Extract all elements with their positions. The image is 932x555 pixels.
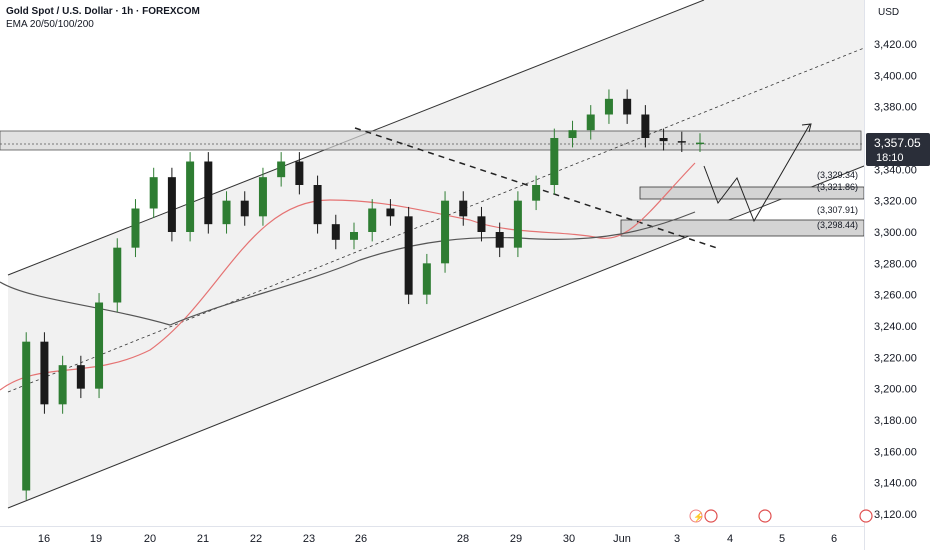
time-axis[interactable] xyxy=(0,526,864,551)
candle-body xyxy=(641,114,650,138)
candle-body xyxy=(313,185,322,225)
candle-body xyxy=(422,263,431,295)
zone-label: (3,307.91) xyxy=(817,205,858,215)
candle-body xyxy=(204,161,213,225)
candle-body xyxy=(513,200,522,248)
ema-lines xyxy=(0,162,696,391)
ascending-channel xyxy=(7,0,865,509)
candle-body xyxy=(331,224,340,240)
candle-body xyxy=(76,365,85,389)
candle-body xyxy=(167,177,176,232)
zone-labels: (3,329.34) (3,321.86) (3,307.91) (3,298.44) xyxy=(817,170,858,230)
zone-label: (3,329.34) xyxy=(817,170,858,180)
candle-body xyxy=(368,208,377,232)
candle-body xyxy=(113,247,122,303)
candle-body xyxy=(459,200,468,217)
candle-body xyxy=(186,161,195,232)
price-axis[interactable] xyxy=(864,0,932,550)
chart-header: Gold Spot / U.S. Dollar · 1h · FOREXCOM … xyxy=(6,5,200,31)
candle-body xyxy=(258,177,267,217)
candle-body xyxy=(240,200,249,217)
candles xyxy=(22,89,704,500)
candle-body xyxy=(696,142,704,145)
candle-body xyxy=(295,161,304,185)
ema-fast-line xyxy=(0,162,696,391)
ema-slow-line xyxy=(0,211,696,326)
channel-midline xyxy=(7,47,865,393)
candle-body xyxy=(477,216,486,232)
indicator-label: EMA 20/50/100/200 xyxy=(6,19,94,30)
candle-body xyxy=(532,185,541,201)
candle-body xyxy=(623,98,632,115)
symbol-title: Gold Spot / U.S. Dollar · 1h · FOREXCOM xyxy=(6,6,200,17)
candle-body xyxy=(95,302,104,389)
candle-body xyxy=(386,208,395,217)
projection-line xyxy=(703,123,811,223)
candle-body xyxy=(131,208,140,248)
projection-arrowhead-icon xyxy=(801,123,812,133)
candle-body xyxy=(277,161,286,178)
candle-body xyxy=(58,365,67,405)
candle-body xyxy=(441,200,450,264)
candle-body xyxy=(404,216,413,295)
candle-body xyxy=(40,341,49,405)
candle-body xyxy=(604,98,613,115)
zone-label: (3,321.86) xyxy=(817,182,858,192)
resistance-zone xyxy=(0,130,862,151)
candle-body xyxy=(568,130,577,138)
channel-fill xyxy=(8,0,864,508)
zone-label: (3,298.44) xyxy=(817,220,858,230)
candle-body xyxy=(149,177,158,209)
candle-body xyxy=(22,341,31,491)
candle-body xyxy=(222,200,231,225)
candle-body xyxy=(550,138,559,185)
candle-body xyxy=(677,141,686,143)
candle-body xyxy=(495,232,504,248)
projected-path xyxy=(703,123,812,223)
candle-body xyxy=(350,232,358,240)
candle-body xyxy=(659,138,668,142)
candle-body xyxy=(586,114,595,131)
